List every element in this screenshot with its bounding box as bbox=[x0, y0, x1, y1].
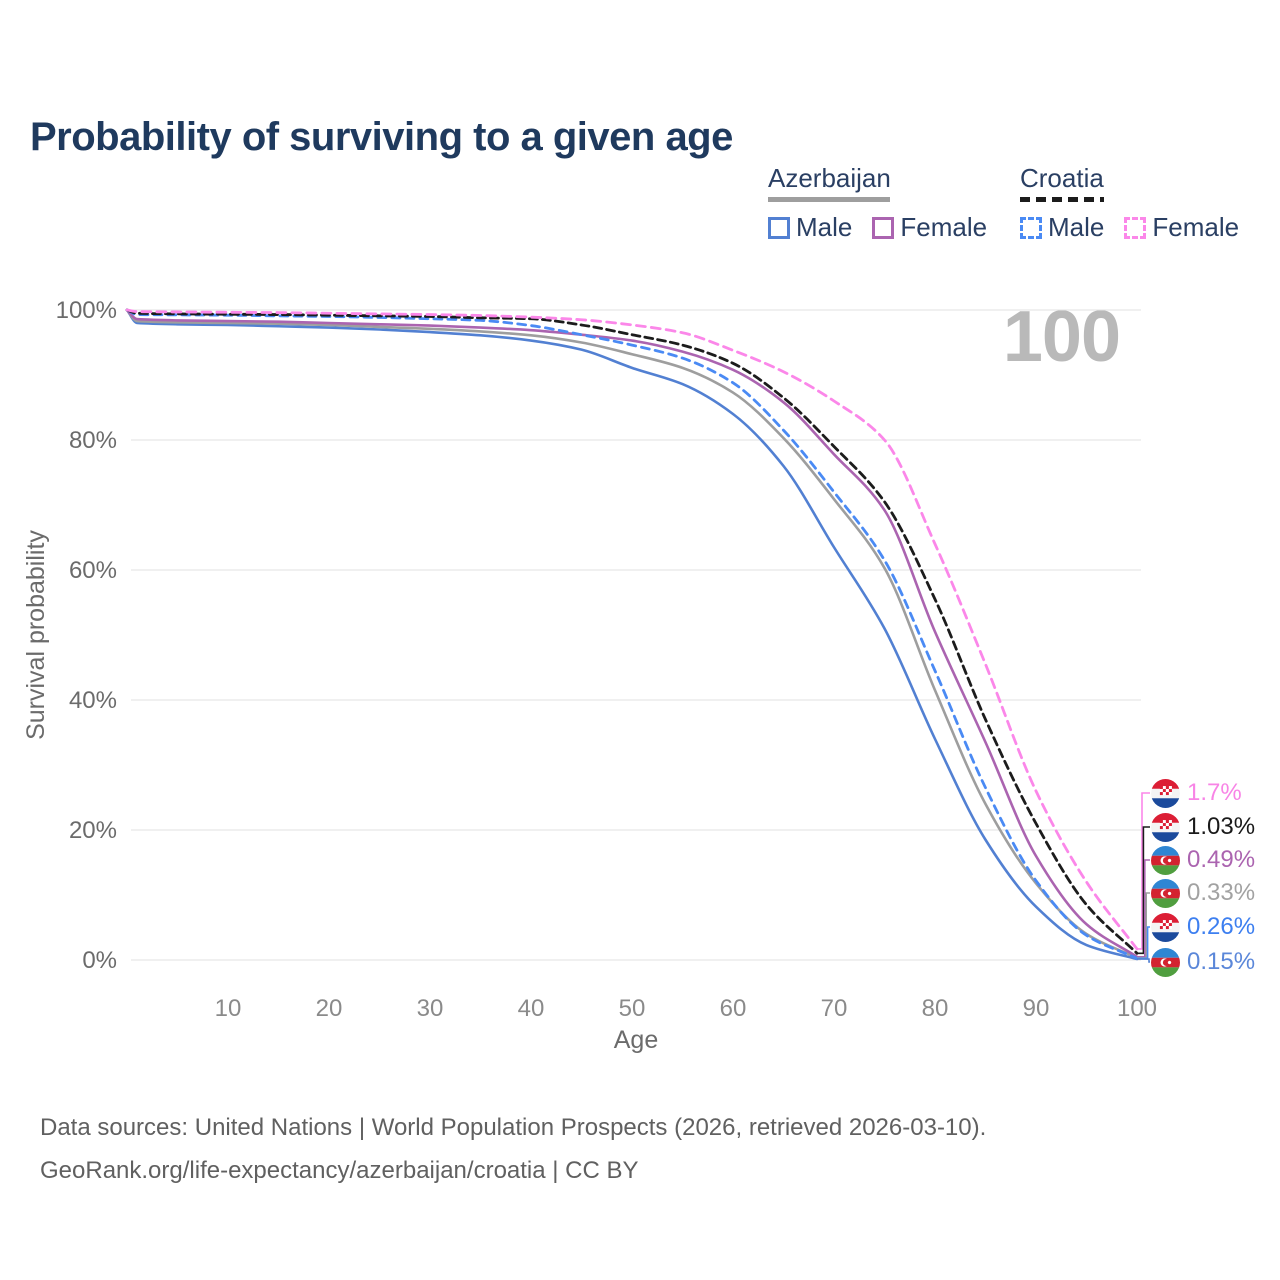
x-tick-80: 80 bbox=[922, 995, 949, 1022]
footer-line-2: GeoRank.org/life-expectancy/azerbaijan/c… bbox=[40, 1157, 639, 1184]
end-label-value: 0.26% bbox=[1187, 913, 1256, 940]
survival-curves bbox=[125, 308, 1139, 961]
end-label-azerbaijan-male: 0.15% bbox=[1151, 947, 1255, 977]
legend-item-azerbaijan-female[interactable]: Female bbox=[872, 212, 987, 243]
legend-country-croatia[interactable]: Croatia bbox=[1020, 163, 1104, 193]
end-label-value: 1.7% bbox=[1187, 779, 1242, 806]
survival-chart: 0%20%40%60%80%100%10 20 30 40 50 60 70 80 90 100 … bbox=[22, 297, 1157, 1054]
end-label-azerbaijan-both: 0.33% bbox=[1151, 878, 1255, 908]
y-tick-20: 20% bbox=[69, 817, 117, 844]
end-label-value: 1.03% bbox=[1187, 813, 1256, 840]
data-sources-note: Data sources: United Nations | World Pop… bbox=[40, 1106, 986, 1192]
legend-group-azerbaijan: Azerbaijan Male Female bbox=[768, 163, 1007, 243]
curve-croatia-male[interactable] bbox=[125, 308, 1139, 960]
curve-azerbaijan-male[interactable] bbox=[125, 308, 1139, 961]
end-label-value: 0.33% bbox=[1187, 879, 1256, 906]
connector-azerbaijan-female bbox=[1137, 859, 1150, 958]
legend-item-croatia-male[interactable]: Male bbox=[1020, 212, 1104, 243]
end-label-connectors bbox=[1137, 792, 1150, 963]
croatia-flag-icon bbox=[1151, 778, 1180, 808]
x-tick-100: 100 bbox=[1117, 995, 1157, 1022]
legend-underline-dashed bbox=[1020, 197, 1104, 202]
axis-labels: 0% 20% 40% 60% 80% 100% 10 20 30 40 50 60 70 80 90 100 bbox=[56, 297, 1157, 1022]
croatia-flag-icon bbox=[1151, 812, 1180, 842]
y-axis-title: Survival probability bbox=[22, 530, 50, 740]
curve-azerbaijan-both[interactable] bbox=[125, 308, 1139, 960]
legend-item-label: Female bbox=[1152, 212, 1240, 242]
end-label-value: 0.49% bbox=[1187, 846, 1256, 873]
legend-item-label: Female bbox=[900, 212, 988, 242]
connector-azerbaijan-male bbox=[1137, 958, 1150, 963]
checkbox-azerbaijan-male[interactable] bbox=[768, 216, 790, 239]
legend-item-label: Male bbox=[1048, 212, 1105, 242]
y-tick-40: 40% bbox=[69, 687, 117, 714]
azerbaijan-flag-icon bbox=[1151, 947, 1180, 977]
azerbaijan-flag-icon bbox=[1151, 878, 1180, 908]
curve-croatia-both[interactable] bbox=[125, 308, 1139, 955]
end-label-croatia-female: 1.7% bbox=[1151, 778, 1242, 808]
x-tick-60: 60 bbox=[720, 995, 747, 1022]
gridlines bbox=[131, 309, 1141, 961]
x-axis-title: Age bbox=[614, 1026, 658, 1054]
y-tick-100: 100% bbox=[56, 297, 117, 324]
croatia-flag-icon bbox=[1151, 912, 1180, 942]
x-tick-50: 50 bbox=[619, 995, 646, 1022]
y-tick-80: 80% bbox=[69, 427, 117, 454]
legend-item-label: Male bbox=[796, 212, 853, 242]
x-tick-90: 90 bbox=[1023, 995, 1050, 1022]
legend-item-azerbaijan-male[interactable]: Male bbox=[768, 212, 852, 243]
checkbox-croatia-female[interactable] bbox=[1124, 216, 1147, 239]
end-label-value: 0.15% bbox=[1187, 948, 1256, 975]
legend-country-azerbaijan[interactable]: Azerbaijan bbox=[768, 163, 891, 193]
x-tick-70: 70 bbox=[821, 995, 848, 1022]
legend-group-croatia: Croatia Male Female bbox=[1020, 163, 1259, 243]
x-tick-40: 40 bbox=[518, 995, 545, 1022]
end-label-croatia-male: 0.26% bbox=[1151, 912, 1255, 942]
curve-azerbaijan-female[interactable] bbox=[125, 308, 1139, 959]
y-tick-0: 0% bbox=[82, 947, 117, 974]
footer-line-1: Data sources: United Nations | World Pop… bbox=[40, 1114, 987, 1141]
checkbox-croatia-male[interactable] bbox=[1020, 216, 1042, 239]
x-tick-20: 20 bbox=[316, 995, 343, 1022]
connector-croatia-both bbox=[1137, 826, 1150, 955]
legend-item-croatia-female[interactable]: Female bbox=[1124, 212, 1239, 243]
curve-croatia-female[interactable] bbox=[125, 308, 1139, 951]
legend-underline-solid bbox=[768, 197, 890, 202]
end-label-croatia-both: 1.03% bbox=[1151, 812, 1255, 842]
connector-croatia-female bbox=[1137, 792, 1150, 950]
end-label-azerbaijan-female: 0.49% bbox=[1151, 845, 1255, 875]
x-tick-10: 10 bbox=[215, 995, 242, 1022]
y-tick-60: 60% bbox=[69, 557, 117, 584]
checkbox-azerbaijan-female[interactable] bbox=[872, 216, 895, 239]
x-tick-30: 30 bbox=[417, 995, 444, 1022]
page-title: Probability of surviving to a given age bbox=[30, 114, 733, 159]
azerbaijan-flag-icon bbox=[1151, 845, 1180, 875]
